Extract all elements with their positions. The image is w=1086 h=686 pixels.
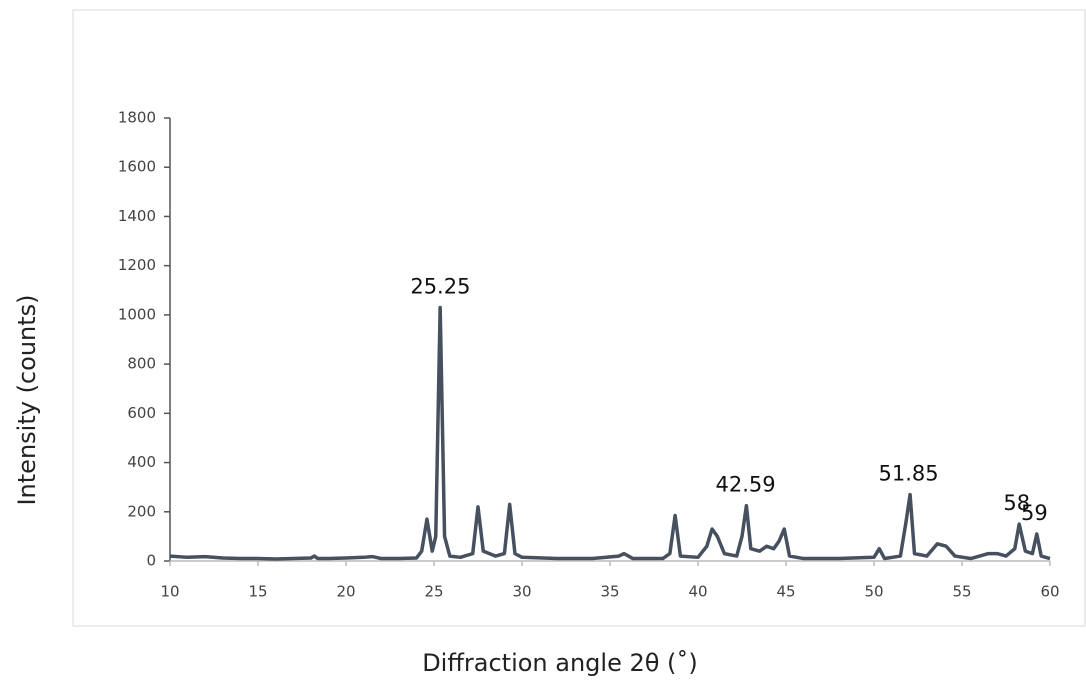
- peak-annotation: 25.25: [410, 275, 470, 299]
- x-tick-label: 15: [248, 583, 267, 601]
- y-tick-label: 1000: [118, 305, 156, 323]
- x-tick-label: 45: [776, 583, 795, 601]
- y-axis-title: Intensity (counts): [13, 294, 41, 505]
- y-tick-label: 600: [127, 404, 156, 422]
- x-tick-label: 55: [952, 583, 971, 601]
- y-tick-label: 0: [146, 552, 156, 570]
- data-line: [169, 305, 1051, 561]
- x-tick-label: 35: [600, 583, 619, 601]
- plot-frame: [72, 9, 1086, 627]
- y-tick-label: 200: [127, 502, 156, 520]
- x-tick-label: 60: [1040, 583, 1059, 601]
- x-tick-label: 50: [864, 583, 883, 601]
- x-tick-label: 25: [424, 583, 443, 601]
- y-tick-label: 1400: [118, 207, 156, 225]
- peak-annotation: 59: [1021, 501, 1048, 525]
- y-tick-label: 800: [127, 355, 156, 373]
- y-tick-label: 400: [127, 453, 156, 471]
- x-tick-label: 40: [688, 583, 707, 601]
- y-tick-label: 1800: [118, 109, 156, 127]
- x-tick-label: 20: [336, 583, 355, 601]
- x-axis-title: Diffraction angle 2θ (˚): [422, 649, 698, 677]
- peak-annotation: 51.85: [878, 462, 938, 486]
- x-tick-label: 30: [512, 583, 531, 601]
- x-tick-label: 10: [160, 583, 179, 601]
- y-tick-label: 1200: [118, 256, 156, 274]
- y-tick-label: 1600: [118, 158, 156, 176]
- peak-annotation: 58: [1003, 491, 1030, 515]
- peak-annotation: 42.59: [716, 473, 776, 497]
